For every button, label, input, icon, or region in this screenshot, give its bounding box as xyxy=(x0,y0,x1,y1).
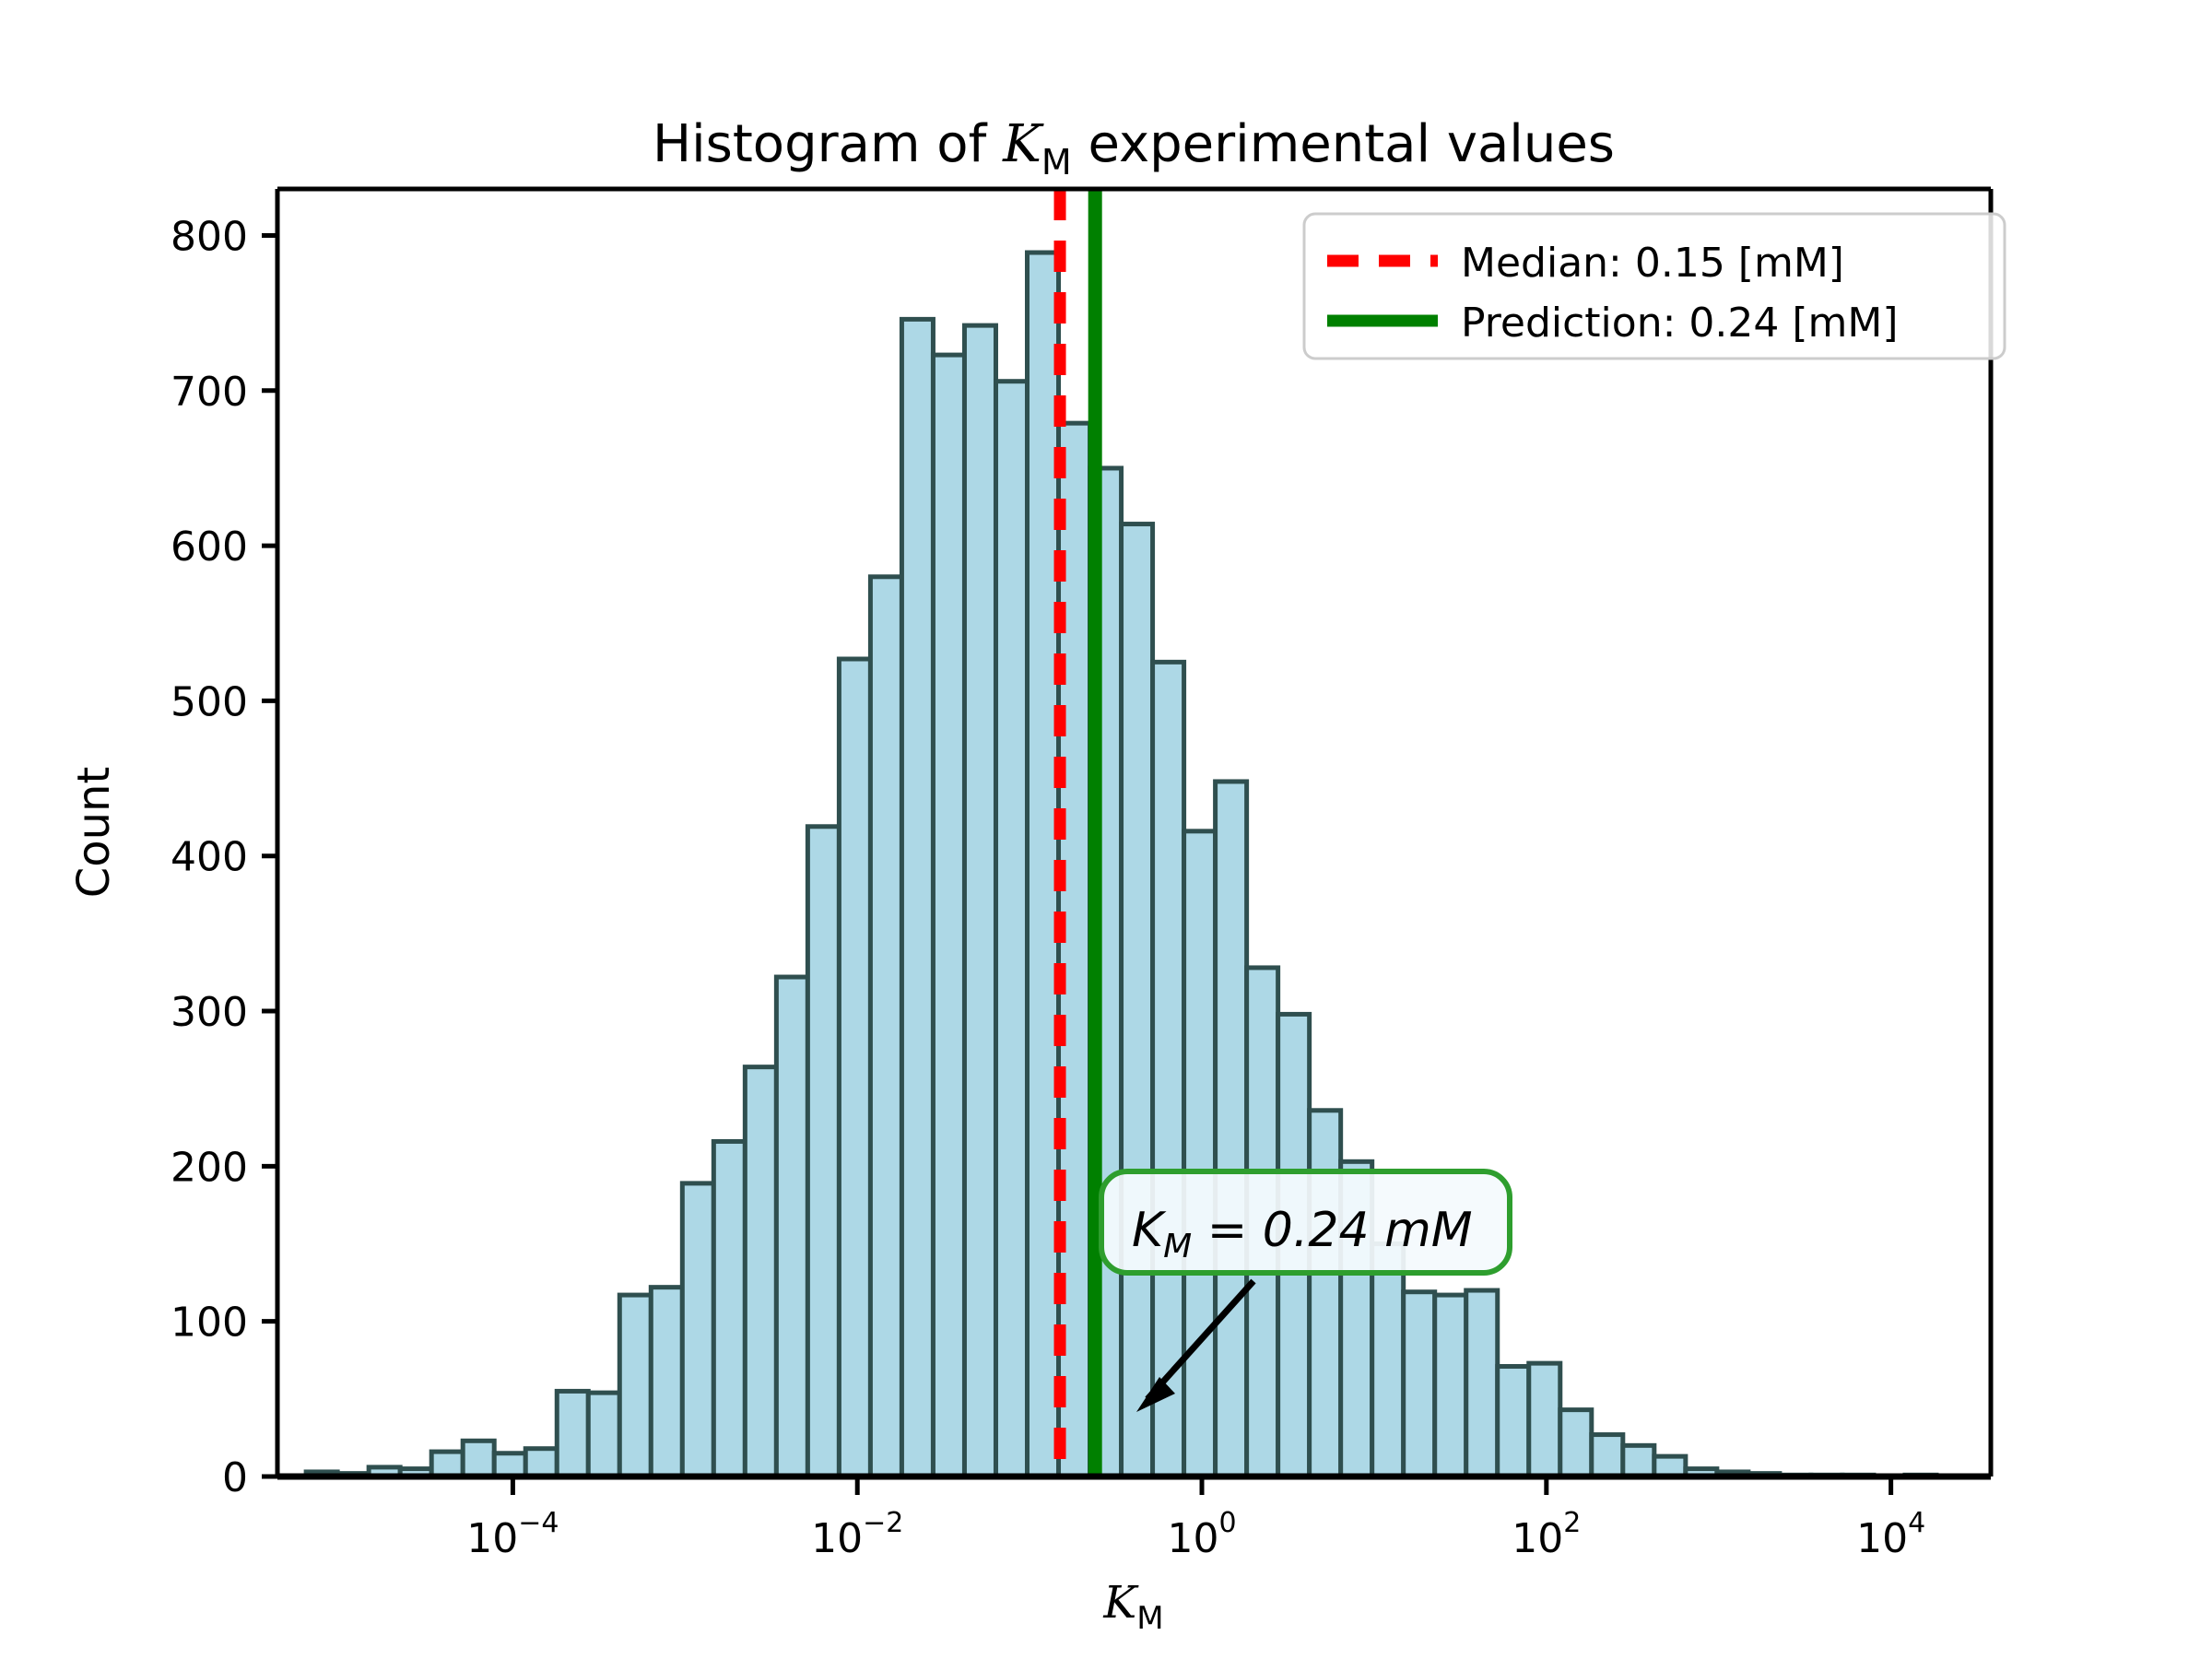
x-axis-label: KM xyxy=(1102,1577,1163,1637)
histogram-bar xyxy=(1213,779,1250,1479)
x-tick-label: 10−4 xyxy=(466,1507,559,1562)
histogram-bar xyxy=(429,1449,465,1479)
histogram-bar xyxy=(1307,1108,1344,1479)
histogram-bar xyxy=(742,1065,779,1479)
histogram-bar xyxy=(1150,659,1187,1479)
histogram-bar xyxy=(617,1292,653,1479)
y-axis-label: Count xyxy=(68,767,120,899)
y-tick-label: 0 xyxy=(222,1454,248,1501)
histogram-bar xyxy=(1025,250,1062,1479)
histogram-bar xyxy=(805,824,841,1479)
histogram-bar xyxy=(585,1390,622,1479)
histogram-bar xyxy=(930,352,967,1479)
histogram-bar xyxy=(711,1138,747,1479)
y-tick-label: 300 xyxy=(171,989,248,1036)
x-axis-ticks: 10−4 10−2 100 102 104 xyxy=(466,1477,1925,1562)
histogram-bar xyxy=(1119,522,1156,1479)
histogram-bar xyxy=(1589,1432,1626,1479)
histogram-bar xyxy=(836,656,873,1479)
y-tick-label: 800 xyxy=(171,213,248,260)
chart-title: Histogram of KM experimental values xyxy=(653,114,1615,182)
histogram-bar xyxy=(993,379,1030,1479)
histogram-bar xyxy=(1620,1442,1657,1479)
annotation-arrow xyxy=(1136,1278,1256,1412)
arrow-shaft xyxy=(1145,1278,1256,1402)
histogram-bar xyxy=(1432,1292,1469,1479)
x-tick-label: 104 xyxy=(1856,1507,1925,1562)
arrow-head xyxy=(1136,1377,1175,1412)
histogram-bar xyxy=(1495,1363,1532,1479)
histogram-bar xyxy=(460,1438,497,1479)
histogram-bars xyxy=(303,250,1939,1479)
y-tick-label: 200 xyxy=(171,1144,248,1191)
histogram-bar xyxy=(491,1451,528,1479)
x-tick-label: 10−2 xyxy=(811,1507,903,1562)
histogram-bar xyxy=(1464,1288,1500,1479)
legend-box xyxy=(1302,212,2006,360)
histogram-bar xyxy=(961,323,998,1479)
y-tick-label: 400 xyxy=(171,834,248,881)
annotation-text: KM = 0.24 mM xyxy=(1132,1203,1473,1265)
histogram-bar xyxy=(899,316,935,1479)
histogram-bar xyxy=(554,1388,591,1479)
y-tick-label: 600 xyxy=(171,524,248,571)
reference-lines xyxy=(1053,189,1102,1477)
axes-spines xyxy=(275,186,1994,1480)
legend[interactable]: Median: 0.15 [mM] Prediction: 0.24 [mM] xyxy=(1302,212,2006,360)
y-tick-label: 700 xyxy=(171,369,248,416)
histogram-bar xyxy=(1526,1360,1563,1479)
x-tick-label: 102 xyxy=(1512,1507,1581,1562)
annotation-callout: KM = 0.24 mM xyxy=(1099,1169,1512,1276)
histogram-bar xyxy=(1370,1241,1406,1479)
histogram-bar xyxy=(523,1446,559,1479)
legend-label-median: Median: 0.15 [mM] xyxy=(1461,240,1844,287)
y-axis-ticks: 0 100 200 300 400 500 600 700 800 xyxy=(171,213,277,1501)
y-tick-label: 500 xyxy=(171,678,248,725)
histogram-bar xyxy=(1182,829,1218,1479)
histogram-bar xyxy=(773,974,810,1479)
histogram-bar xyxy=(679,1181,716,1479)
histogram-bar xyxy=(648,1285,685,1479)
histogram-bar xyxy=(1401,1289,1438,1479)
histogram-bar xyxy=(1558,1407,1594,1479)
x-tick-label: 100 xyxy=(1167,1507,1236,1562)
annotation-box xyxy=(1099,1169,1512,1276)
legend-label-prediction: Prediction: 0.24 [mM] xyxy=(1461,300,1899,347)
histogram-bar xyxy=(867,574,904,1479)
y-tick-label: 100 xyxy=(171,1300,248,1347)
